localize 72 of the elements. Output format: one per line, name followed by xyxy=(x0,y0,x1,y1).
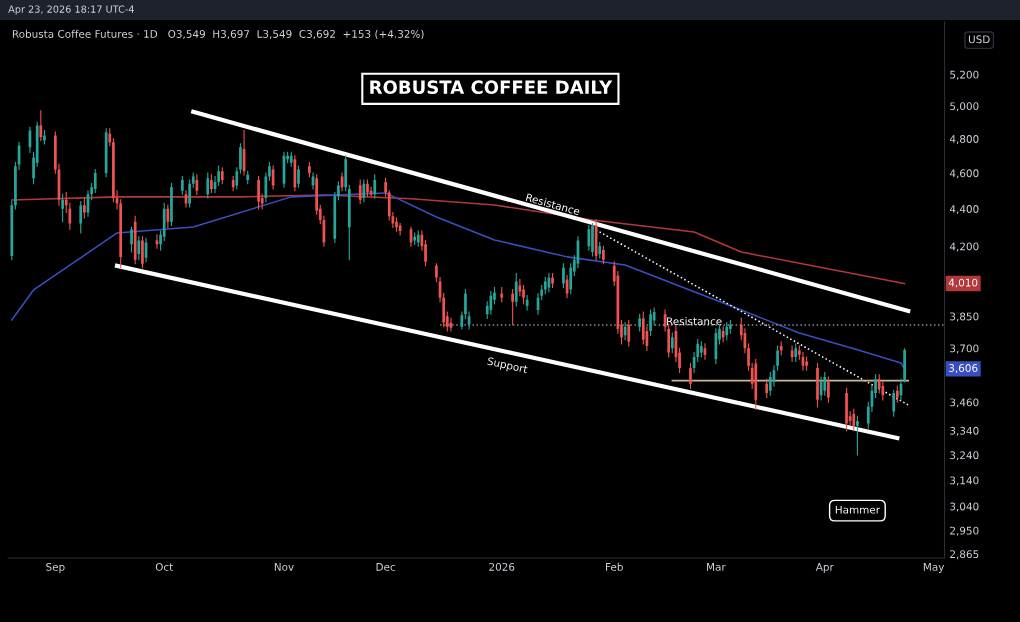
y-tick-label: 4,600 xyxy=(949,169,979,179)
candlestick xyxy=(623,322,627,341)
y-tick-label: 5,200 xyxy=(950,70,979,80)
candlestick xyxy=(141,236,144,269)
candlestick xyxy=(166,204,170,228)
candlestick xyxy=(845,387,848,432)
x-tick-label: Apr xyxy=(815,563,834,573)
line-series xyxy=(11,194,906,285)
text: 3,606 xyxy=(949,364,978,374)
y-tick-label: 3,040 xyxy=(950,502,979,512)
x-tick-label: Feb xyxy=(606,562,623,571)
candlestick xyxy=(358,179,362,204)
x-tick-label: Sep xyxy=(46,562,65,573)
y-tick-label: 3,240 xyxy=(950,451,979,461)
candlestick xyxy=(83,197,86,219)
y-tick-label: 3,850 xyxy=(950,312,979,322)
candlestick xyxy=(827,376,830,403)
candlestick xyxy=(591,223,594,257)
candlestick xyxy=(79,201,83,234)
candlestick xyxy=(235,167,239,190)
annotation: Support xyxy=(486,356,529,376)
candlestick xyxy=(188,179,191,208)
candlestick xyxy=(137,236,141,261)
candlestick xyxy=(892,390,896,417)
candlestick xyxy=(562,263,565,289)
x-tick-label: Nov xyxy=(274,563,294,571)
candlestick xyxy=(689,363,692,389)
x-tick-label: May xyxy=(923,563,945,573)
candlestick xyxy=(268,162,271,181)
x-tick-label: 2026 xyxy=(489,562,515,571)
x-tick-label: Dec xyxy=(376,563,396,571)
y-tick-label: 4,800 xyxy=(949,135,979,145)
candlestick xyxy=(511,289,514,326)
y-tick-label: 3,340 xyxy=(950,426,979,436)
candlestick xyxy=(373,174,377,199)
candlestick xyxy=(765,378,769,399)
candlestick xyxy=(489,291,493,315)
candlestick xyxy=(649,309,652,336)
y-tick-label: 3,140 xyxy=(950,476,979,486)
candlestick xyxy=(569,263,573,295)
candlestick xyxy=(852,408,856,432)
y-tick-label: 4,400 xyxy=(949,205,979,215)
x-tick-label: Oct xyxy=(155,562,173,571)
candlestick xyxy=(257,176,260,210)
y-tick-label: 5,000 xyxy=(950,102,979,112)
candlestick xyxy=(130,226,133,253)
candlestick xyxy=(93,169,97,194)
candlestick xyxy=(670,332,674,354)
candlestick xyxy=(39,110,43,142)
candlestick xyxy=(297,165,300,188)
candlestick xyxy=(816,363,819,408)
y-tick-label: 2,950 xyxy=(950,526,979,536)
text: Apr 23, 2026 18:17 UTC-4 xyxy=(8,5,134,15)
text: 4,010 xyxy=(948,278,978,288)
candlestick xyxy=(627,319,631,347)
y-tick-label: 2,865 xyxy=(950,550,979,560)
annotation: Hammer xyxy=(835,505,881,514)
text: ROBUSTA COFFEE DAILY xyxy=(370,80,613,95)
candlestick xyxy=(239,143,242,174)
candlestick xyxy=(170,183,173,227)
x-tick-label: Mar xyxy=(707,563,726,571)
y-tick-label: 3,700 xyxy=(950,344,979,354)
candlestick xyxy=(264,172,268,203)
y-tick-label: 3,460 xyxy=(950,398,979,408)
y-axis-title: USD xyxy=(968,35,990,44)
annotation: Resistance xyxy=(667,317,722,326)
y-tick-label: 4,200 xyxy=(949,242,979,252)
candlestick xyxy=(856,415,859,456)
candlestick xyxy=(587,224,591,251)
candlestick xyxy=(514,272,518,307)
text: Robusta Coffee Futures · 1D O3,549 H3,697 L3,549 C3,692 +153 (+4.32%) xyxy=(12,29,424,40)
candlestick xyxy=(61,193,64,223)
